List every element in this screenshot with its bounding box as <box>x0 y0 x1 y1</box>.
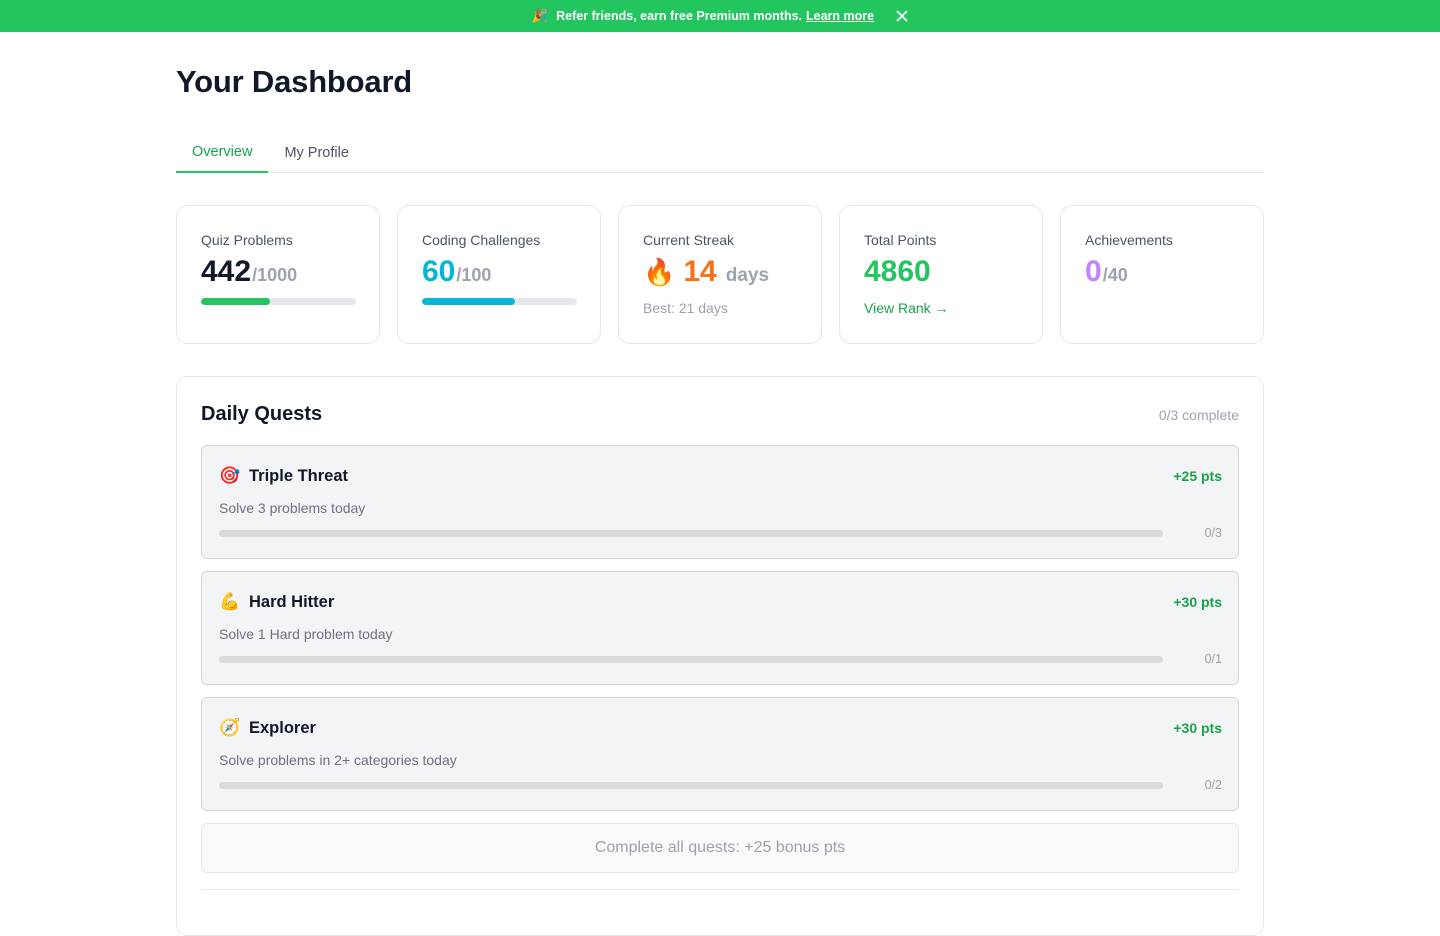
banner-text: Refer friends, earn free Premium months. <box>556 9 802 23</box>
flexed-biceps-icon: 💪 <box>219 592 241 611</box>
divider <box>201 889 1239 890</box>
quest-progress-text: 0/2 <box>1204 778 1222 792</box>
achievements-card: Achievements 0 /40 <box>1060 205 1264 344</box>
view-rank-link[interactable]: View Rank → <box>864 300 949 316</box>
achievements-total: /40 <box>1102 265 1128 285</box>
coding-progress-bar <box>422 298 577 305</box>
page-title: Your Dashboard <box>176 64 413 99</box>
quest-description: Solve problems in 2+ categories today <box>219 752 457 768</box>
tab-my-profile[interactable]: My Profile <box>284 144 349 161</box>
total-points-value: 4860 <box>864 255 931 288</box>
quest-progress-bar <box>219 530 1163 537</box>
quiz-total: /1000 <box>252 265 298 285</box>
quest-progress-bar <box>219 656 1163 663</box>
quest-name: Hard Hitter <box>249 593 335 611</box>
learn-more-link[interactable]: Learn more <box>806 9 875 23</box>
quiz-problems-card: Quiz Problems 442 /1000 <box>176 205 380 344</box>
coding-solved-count: 60 <box>422 255 456 288</box>
stat-label: Quiz Problems <box>201 232 293 248</box>
tab-overview[interactable]: Overview <box>176 132 269 173</box>
tab-bar: Overview My Profile <box>176 132 1264 173</box>
quest-points: +30 pts <box>1173 594 1222 610</box>
quests-complete-count: 0/3 complete <box>1158 407 1239 423</box>
quest-progress-text: 0/3 <box>1204 526 1222 540</box>
daily-quests-panel: Daily Quests 0/3 complete 🎯 Triple Threa… <box>176 376 1264 936</box>
quest-points: +30 pts <box>1173 720 1222 736</box>
streak-unit: days <box>725 265 770 286</box>
stat-label: Current Streak <box>643 232 735 248</box>
quest-card-triple-threat: 🎯 Triple Threat +25 pts Solve 3 problems… <box>201 445 1239 559</box>
compass-icon: 🧭 <box>219 718 241 737</box>
quest-description: Solve 3 problems today <box>219 500 366 516</box>
target-icon: 🎯 <box>219 466 241 485</box>
party-popper-icon: 🎉 <box>531 8 549 23</box>
quest-name: Triple Threat <box>249 467 349 485</box>
quest-card-explorer: 🧭 Explorer +30 pts Solve problems in 2+ … <box>201 697 1239 811</box>
daily-quests-title: Daily Quests <box>201 403 323 425</box>
quest-progress-bar <box>219 782 1163 789</box>
quest-progress-text: 0/1 <box>1204 652 1222 666</box>
quest-name: Explorer <box>249 719 316 737</box>
quiz-progress-fill <box>201 298 270 305</box>
best-streak: Best: 21 days <box>643 300 728 316</box>
stats-row: Quiz Problems 442 /1000 Coding Challenge… <box>176 205 1264 344</box>
close-icon[interactable] <box>896 10 908 22</box>
achievements-count: 0 <box>1085 255 1102 288</box>
coding-progress-fill <box>422 298 515 305</box>
quiz-progress-bar <box>201 298 356 305</box>
quest-card-hard-hitter: 💪 Hard Hitter +30 pts Solve 1 Hard probl… <box>201 571 1239 685</box>
referral-banner: 🎉 Refer friends, earn free Premium month… <box>0 0 1440 32</box>
streak-value: 14 <box>683 255 717 288</box>
bonus-quest-banner: Complete all quests: +25 bonus pts <box>201 823 1239 873</box>
quest-points: +25 pts <box>1173 468 1222 484</box>
stat-label: Coding Challenges <box>422 232 541 248</box>
total-points-card: Total Points 4860 View Rank → <box>839 205 1043 344</box>
fire-icon: 🔥 <box>643 257 676 287</box>
coding-challenges-card: Coding Challenges 60 /100 <box>397 205 601 344</box>
stat-label: Achievements <box>1085 232 1173 248</box>
quiz-solved-count: 442 <box>201 255 252 288</box>
stat-label: Total Points <box>864 232 937 248</box>
quest-description: Solve 1 Hard problem today <box>219 626 393 642</box>
coding-total: /100 <box>456 265 492 285</box>
current-streak-card: Current Streak 🔥 14 days Best: 21 days <box>618 205 822 344</box>
